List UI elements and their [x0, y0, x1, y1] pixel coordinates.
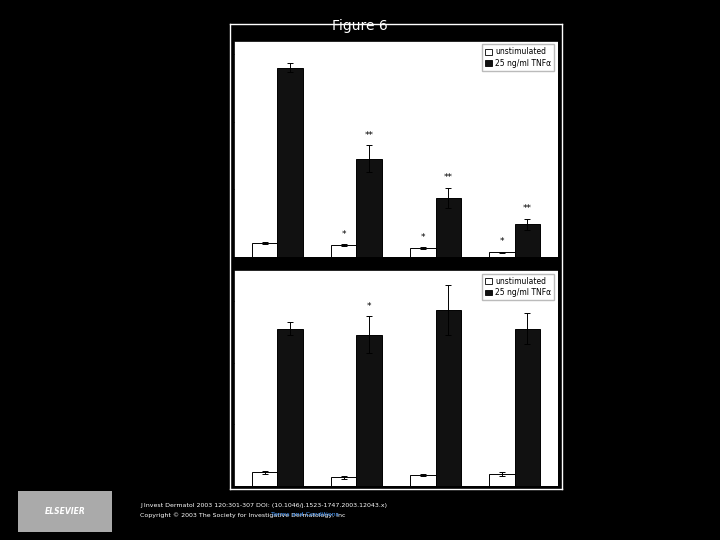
X-axis label: Retinoic Acid (M): Retinoic Acid (M) [355, 510, 437, 519]
Bar [410, 475, 436, 486]
Bar [252, 472, 277, 486]
Bar [515, 224, 540, 256]
Bar [356, 335, 382, 486]
Bar [331, 477, 356, 486]
Bar [331, 245, 356, 256]
Bar [277, 329, 302, 486]
X-axis label: Retinoic Acid (M): Retinoic Acid (M) [355, 280, 437, 290]
Text: J Invest Dermatol 2003 120:301-307 DOI: (10.1046/j.1523-1747.2003.12043.x): J Invest Dermatol 2003 120:301-307 DOI: … [140, 503, 387, 508]
Legend: unstimulated, 25 ng/ml TNFα: unstimulated, 25 ng/ml TNFα [482, 274, 554, 300]
Text: *: * [341, 230, 346, 239]
Text: *: * [367, 302, 372, 311]
Bar [356, 159, 382, 256]
Text: **: ** [444, 173, 453, 183]
Bar [515, 329, 540, 486]
Text: *: * [420, 233, 425, 242]
Legend: unstimulated, 25 ng/ml TNFα: unstimulated, 25 ng/ml TNFα [482, 44, 554, 71]
Text: *: * [500, 238, 504, 246]
Text: ELSEVIER: ELSEVIER [45, 507, 85, 516]
Text: A: A [184, 40, 192, 51]
Bar [490, 252, 515, 256]
Bar [277, 68, 302, 256]
Text: **: ** [364, 131, 374, 140]
Text: Copyright © 2003 The Society for Investigative Dermatology, Inc: Copyright © 2003 The Society for Investi… [140, 512, 350, 517]
Y-axis label: Fold Background: Fold Background [196, 338, 206, 418]
Text: B: B [184, 270, 192, 280]
Bar [436, 198, 461, 256]
Bar [410, 248, 436, 256]
Y-axis label: Elafin (ng/ml): Elafin (ng/ml) [190, 116, 200, 181]
Bar [252, 243, 277, 256]
Text: Terms and Conditions: Terms and Conditions [271, 512, 339, 517]
Text: Figure 6: Figure 6 [332, 19, 388, 33]
Text: **: ** [523, 204, 531, 213]
Bar [436, 310, 461, 486]
Bar [490, 474, 515, 486]
